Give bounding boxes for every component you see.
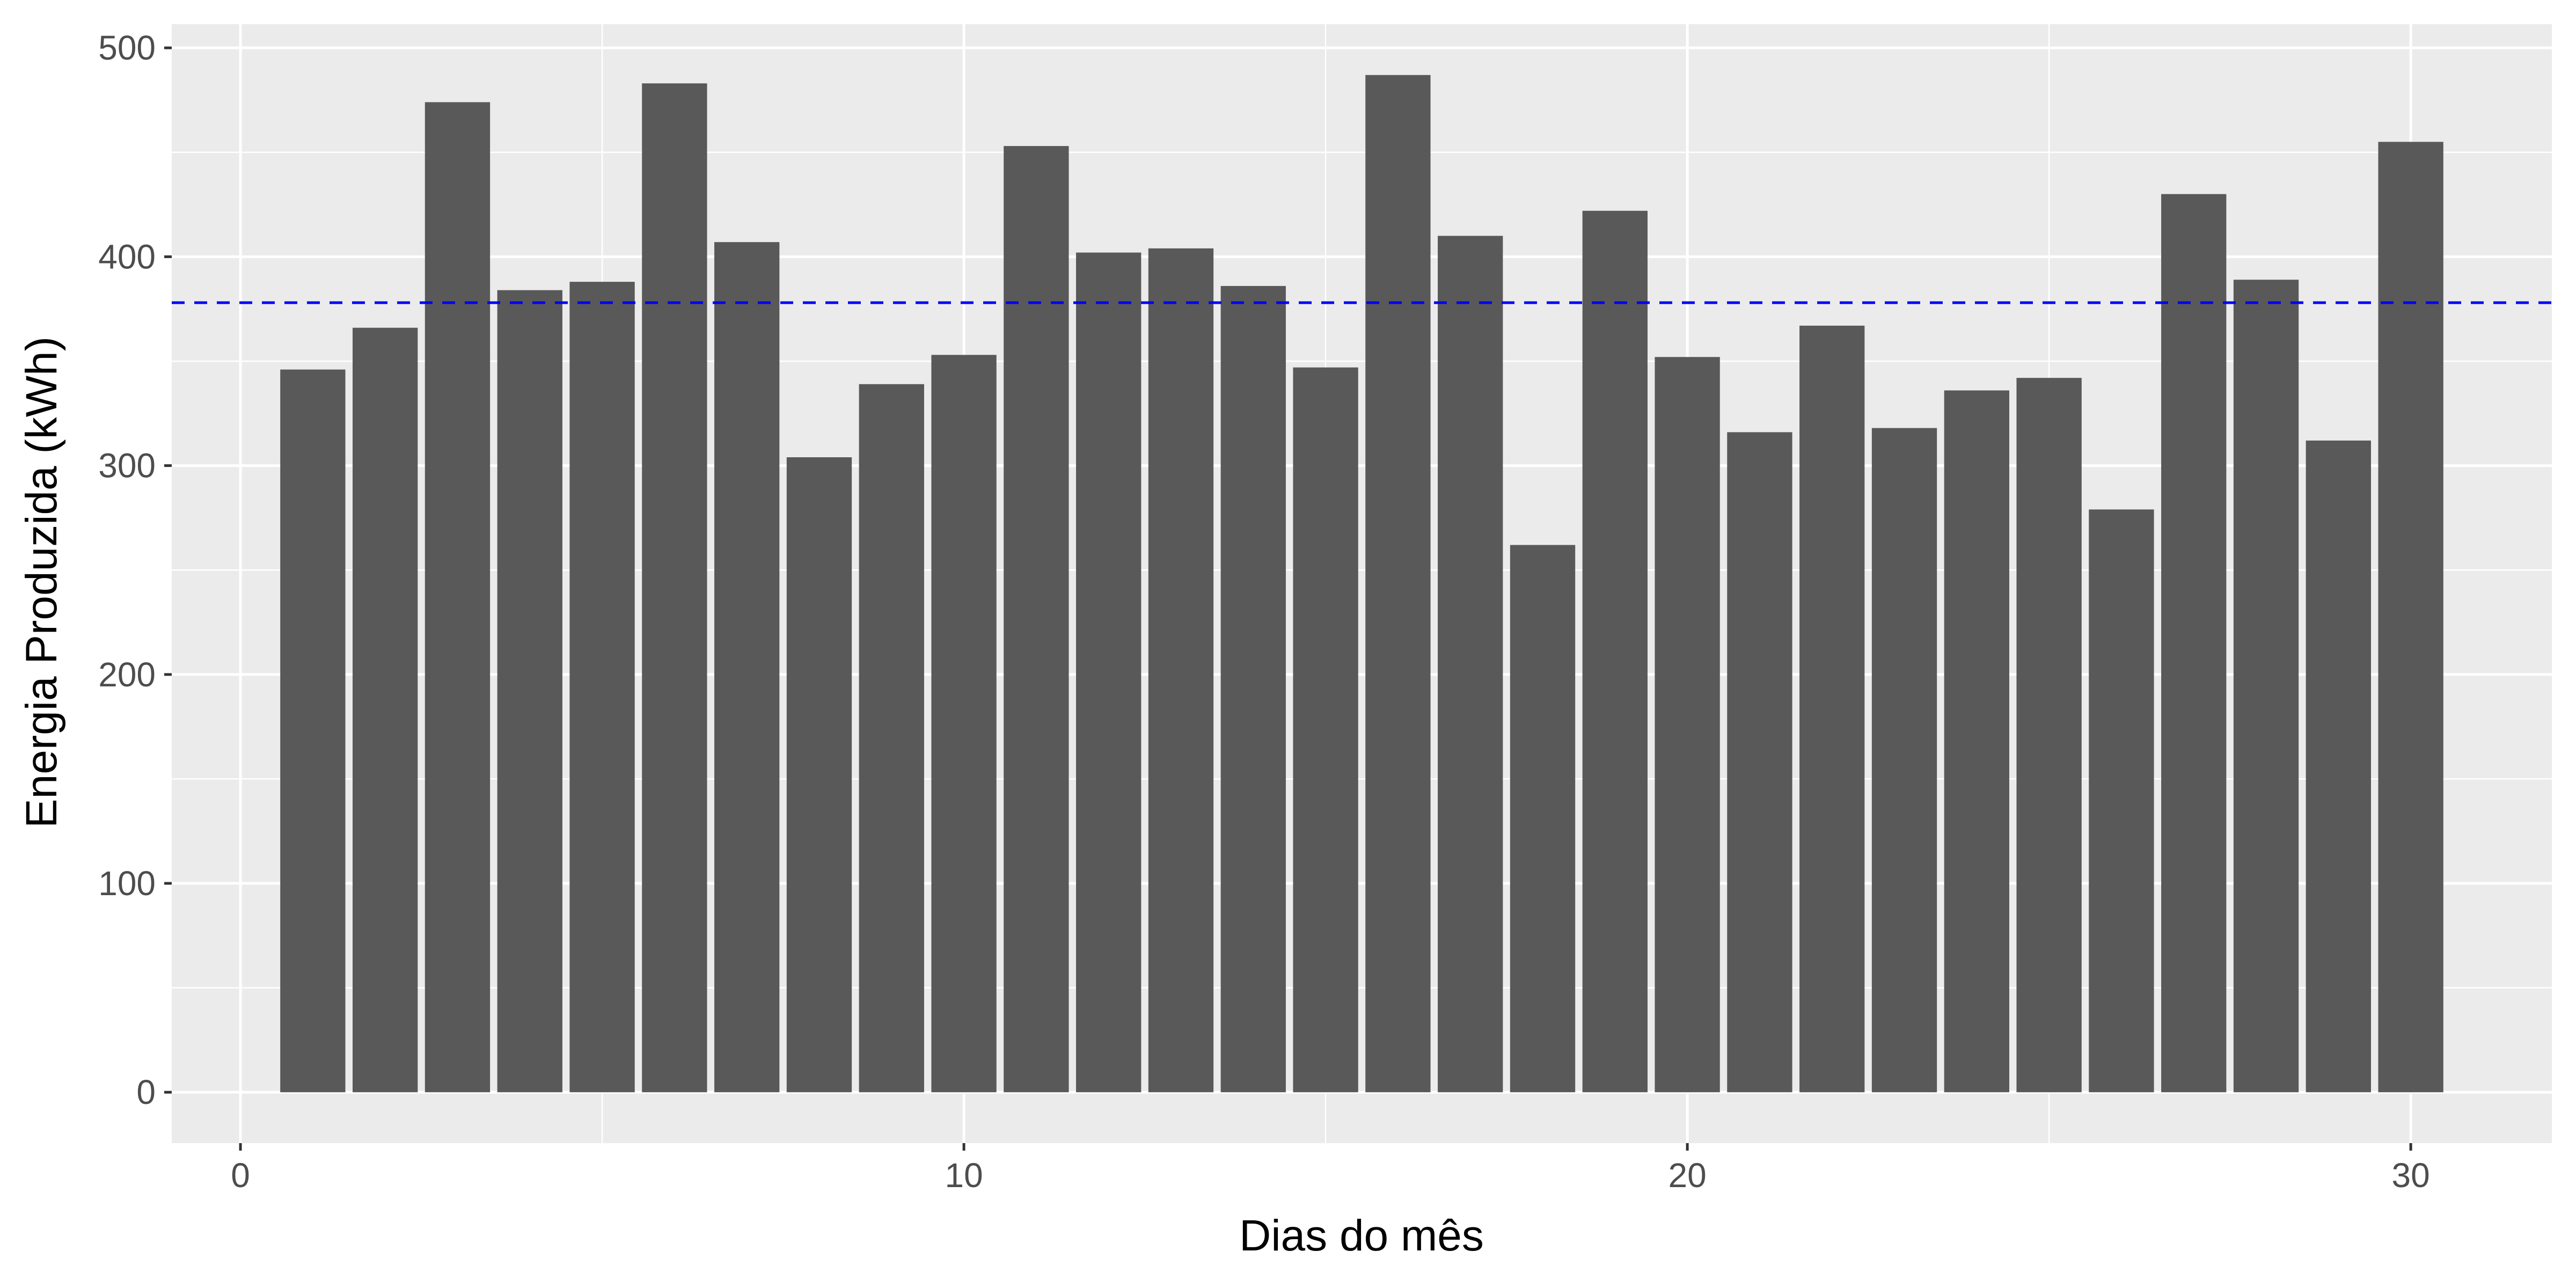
bar-day-18 (1510, 545, 1576, 1093)
bar-day-29 (2306, 440, 2371, 1093)
y-axis-title: Energia Produzida (kWh) (17, 336, 66, 828)
bar-day-21 (1727, 432, 1792, 1093)
bar-day-24 (1944, 390, 2009, 1093)
bar-day-23 (1871, 428, 1937, 1093)
bar-day-3 (425, 102, 491, 1093)
y-tick-label: 300 (98, 447, 156, 485)
x-tick-label: 20 (1668, 1156, 1707, 1195)
bar-day-17 (1438, 236, 1503, 1093)
bar-day-30 (2378, 142, 2443, 1093)
bar-day-28 (2233, 280, 2299, 1093)
bar-day-11 (1004, 146, 1069, 1093)
x-axis-ticks: 0 10 20 30 (231, 1143, 2430, 1195)
y-tick-label: 400 (98, 237, 156, 276)
bar-day-27 (2161, 194, 2227, 1093)
bar-day-26 (2089, 509, 2154, 1093)
plot-panel (172, 24, 2552, 1143)
bar-day-15 (1293, 367, 1358, 1093)
bar-day-12 (1076, 252, 1141, 1093)
y-tick-label: 100 (98, 864, 156, 903)
bar-day-7 (714, 242, 780, 1093)
bar-day-6 (642, 83, 707, 1093)
x-tick-label: 10 (945, 1156, 983, 1195)
y-tick-label: 200 (98, 655, 156, 694)
y-axis-ticks: 0 100 200 300 400 500 (98, 28, 172, 1111)
bar-day-14 (1220, 286, 1286, 1093)
bar-day-2 (353, 327, 418, 1093)
bar-day-19 (1582, 210, 1648, 1093)
bar-day-8 (786, 457, 852, 1093)
bar-day-25 (2016, 378, 2082, 1093)
bar-day-1 (280, 369, 346, 1093)
y-tick-label: 500 (98, 28, 156, 67)
x-axis-title: Dias do mês (1239, 1211, 1484, 1260)
bar-day-10 (931, 355, 997, 1093)
y-tick-label: 0 (136, 1073, 156, 1111)
x-tick-label: 30 (2392, 1156, 2430, 1195)
bar-day-22 (1799, 325, 1865, 1093)
bar-day-9 (859, 384, 924, 1093)
bar-day-20 (1655, 357, 1720, 1093)
bar-day-4 (497, 290, 562, 1093)
bar-day-5 (569, 282, 635, 1093)
x-tick-label: 0 (231, 1156, 250, 1195)
bars (280, 75, 2443, 1093)
bar-day-16 (1365, 75, 1431, 1093)
bar-day-13 (1148, 248, 1214, 1093)
